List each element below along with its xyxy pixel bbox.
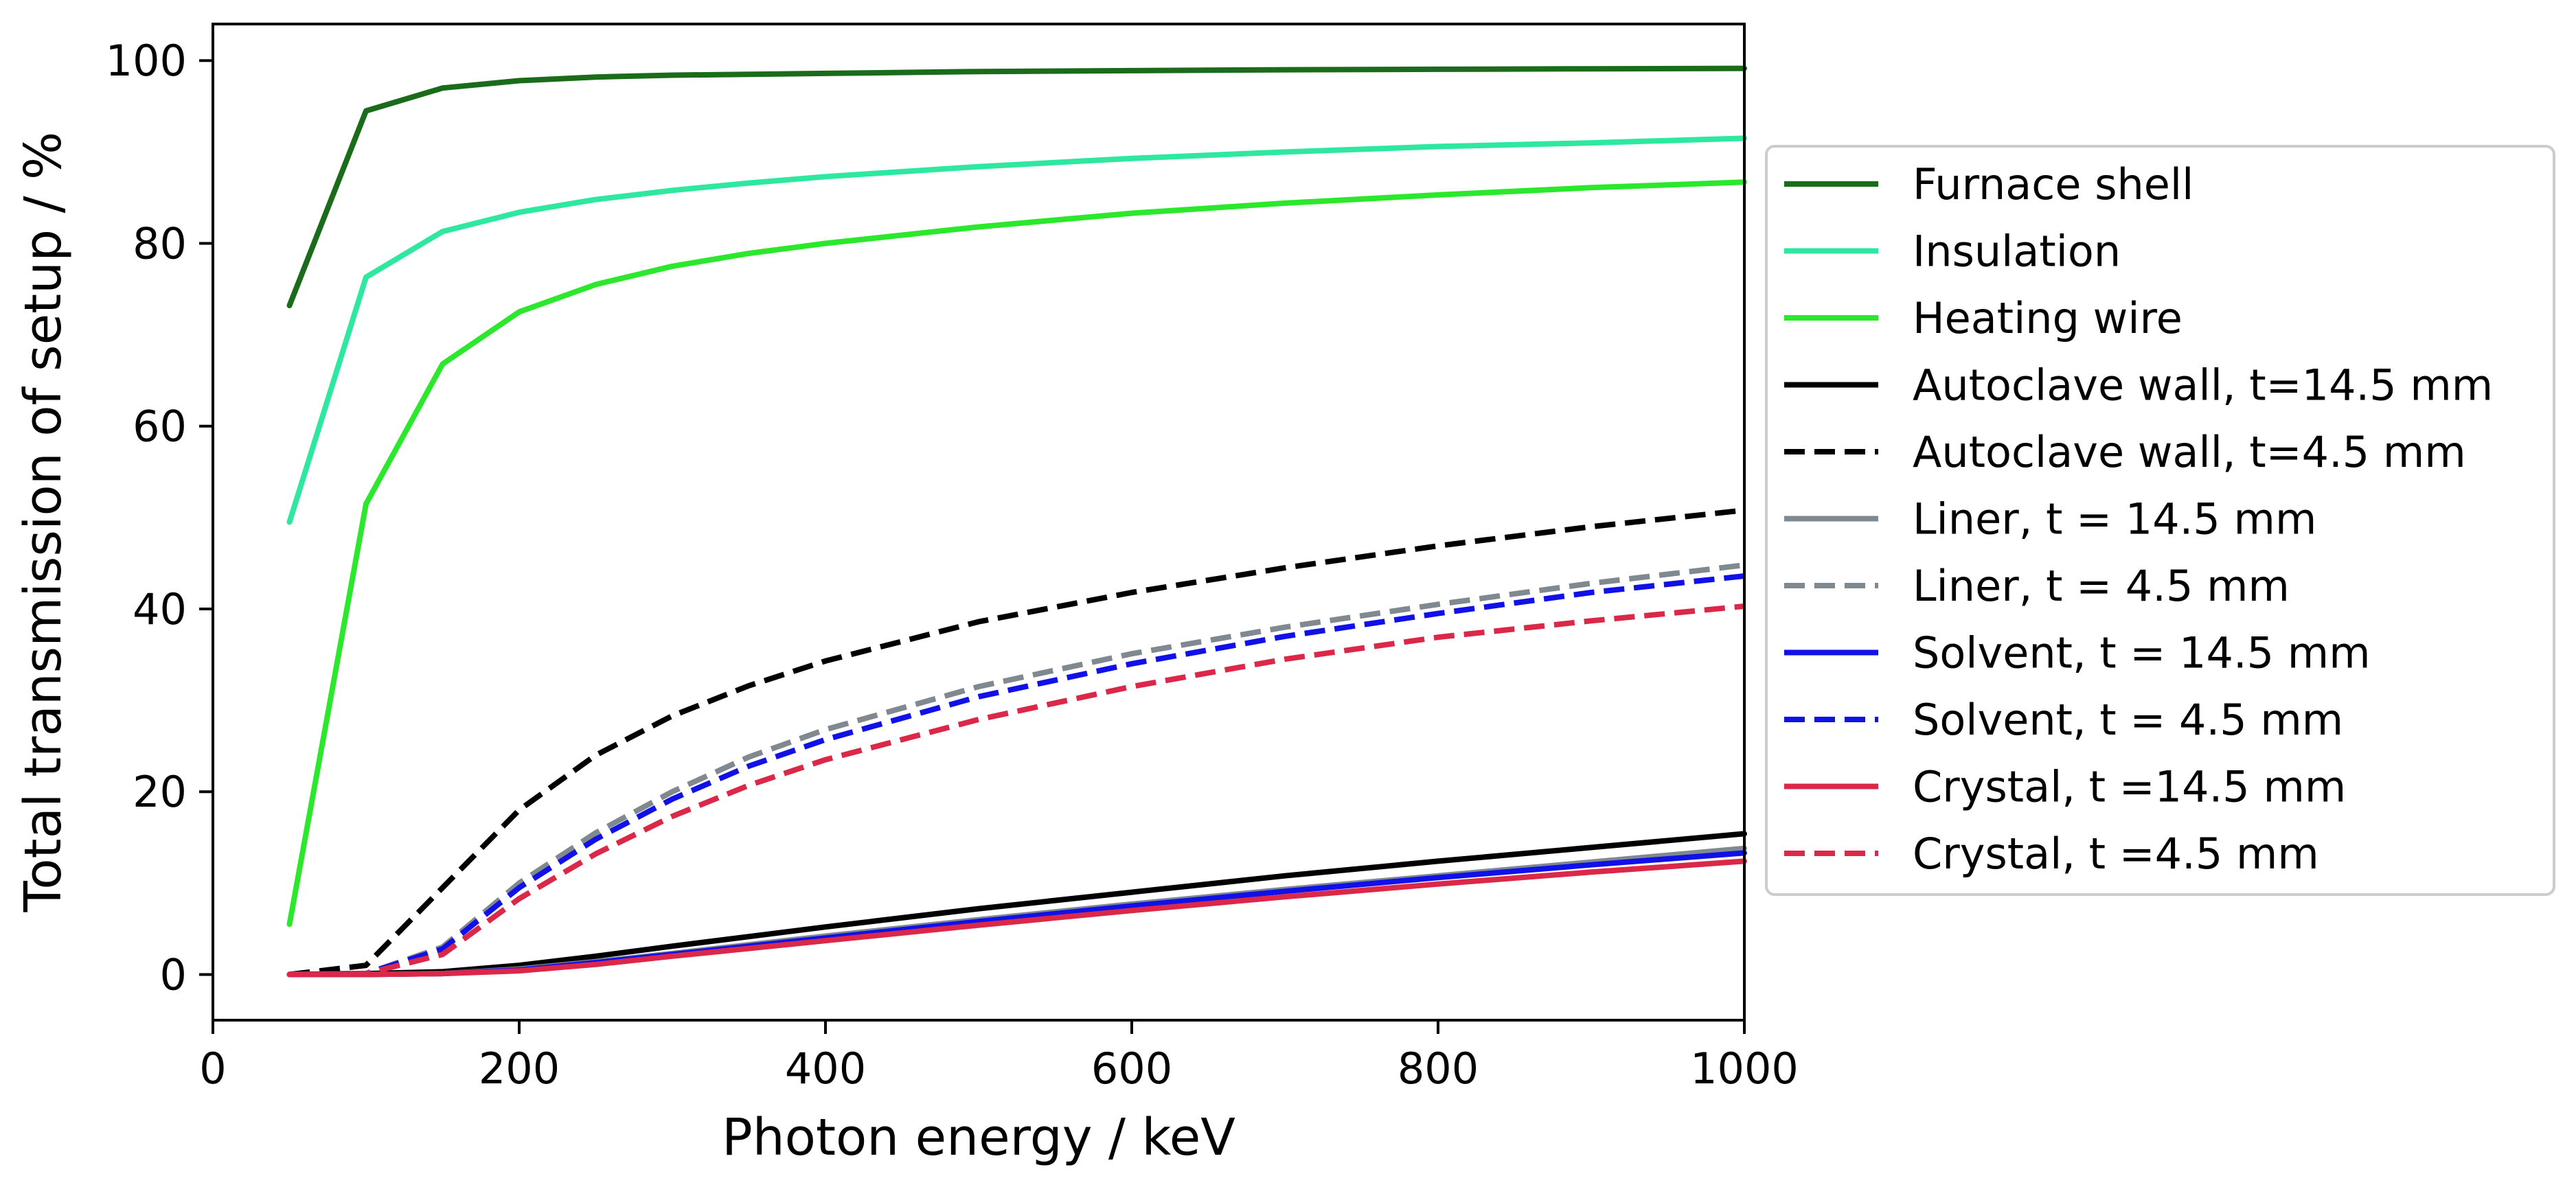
x-tick-label: 1000: [1690, 1044, 1799, 1094]
series-line-11: [289, 603, 1745, 978]
axis-ticks: 0 200 400 600 800 1000 0 20 40 60 80 100: [106, 36, 1799, 1094]
legend: Furnace shell Insulation Heating wire Autoc…: [1765, 145, 2555, 896]
series-line-7: [289, 562, 1745, 978]
legend-label-8: Solvent, t = 14.5 mm: [1913, 628, 2371, 678]
legend-label-10: Crystal, t =14.5 mm: [1913, 762, 2346, 812]
series-line-2: [286, 135, 1747, 525]
legend-label-11: Crystal, t =4.5 mm: [1913, 829, 2319, 879]
x-tick-label: 200: [479, 1044, 560, 1094]
y-axis-label: Total transmission of setup / %: [14, 132, 73, 913]
y-tick-label: 0: [160, 949, 187, 1000]
series-line-10: [286, 858, 1747, 978]
x-tick-label: 400: [785, 1044, 866, 1094]
legend-label-6: Liner, t = 14.5 mm: [1913, 494, 2316, 544]
y-tick-label: 100: [106, 36, 187, 86]
y-tick-label: 40: [133, 584, 187, 634]
y-tick-label: 20: [133, 767, 187, 817]
x-tick-label: 0: [199, 1044, 226, 1094]
legend-box: [1765, 145, 2555, 896]
plot-lines: [286, 65, 1747, 978]
legend-label-1: Furnace shell: [1913, 159, 2193, 209]
x-axis-label: Photon energy / keV: [722, 1108, 1235, 1167]
series-line-1: [286, 65, 1747, 308]
y-tick-label: 60: [133, 402, 187, 452]
series-line-3: [286, 179, 1747, 927]
legend-label-4: Autoclave wall, t=14.5 mm: [1913, 360, 2493, 411]
legend-label-9: Solvent, t = 4.5 mm: [1913, 695, 2343, 745]
x-tick-label: 800: [1398, 1044, 1479, 1094]
legend-label-2: Insulation: [1913, 227, 2121, 277]
plot-frame: [212, 23, 1746, 1022]
series-line-9: [289, 573, 1745, 978]
x-tick-label: 600: [1091, 1044, 1172, 1094]
legend-label-7: Liner, t = 4.5 mm: [1913, 561, 2290, 611]
y-tick-label: 80: [133, 218, 187, 268]
legend-items: Furnace shell Insulation Heating wire Autoc…: [1784, 159, 2493, 879]
legend-label-5: Autoclave wall, t=4.5 mm: [1913, 427, 2466, 477]
legend-label-3: Heating wire: [1913, 293, 2182, 343]
